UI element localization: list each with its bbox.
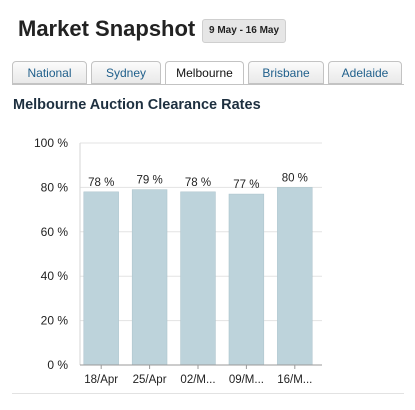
bar-chart: 0 % 20 % 40 % 60 % 80 % 100 % 78 % 18/Apr 79 % 25… <box>34 136 322 386</box>
y-tick-label: 20 % <box>41 314 69 328</box>
tab-national[interactable]: National <box>12 61 87 84</box>
x-tick-label: 16/M... <box>277 374 312 386</box>
y-tick-label: 0 % <box>47 358 68 372</box>
bar <box>180 191 216 366</box>
y-tick-label: 60 % <box>41 225 69 239</box>
data-label: 77 % <box>233 179 259 191</box>
bar <box>228 193 265 366</box>
chart-title: Melbourne Auction Clearance Rates <box>13 97 261 113</box>
x-tick-label: 25/Apr <box>133 374 167 386</box>
data-label: 80 % <box>282 172 308 184</box>
x-tick-label: 09/M... <box>229 374 264 386</box>
city-tabs: National Sydney Melbourne Brisbane Adela… <box>12 61 402 85</box>
tab-sydney[interactable]: Sydney <box>91 61 161 84</box>
tab-adelaide[interactable]: Adelaide <box>328 61 402 84</box>
x-tick-label: 02/M... <box>180 374 215 386</box>
bar <box>131 189 168 366</box>
data-label: 78 % <box>185 177 211 189</box>
y-tick-label: 100 % <box>34 136 68 150</box>
data-label: 78 % <box>88 177 114 189</box>
x-tick-label: 18/Apr <box>84 374 118 386</box>
bar <box>83 191 119 366</box>
tab-brisbane[interactable]: Brisbane <box>248 61 324 84</box>
data-label: 79 % <box>136 175 162 187</box>
tab-divider <box>12 84 404 85</box>
chart-container: 0 % 20 % 40 % 60 % 80 % 100 % 78 % 18/Apr 79 % 25… <box>0 120 415 400</box>
bottom-divider <box>12 393 404 394</box>
page-title: Market Snapshot <box>18 16 196 41</box>
date-range-badge: 9 May - 16 May <box>202 19 287 43</box>
bar <box>277 187 313 366</box>
y-tick-label: 80 % <box>41 180 69 194</box>
y-tick-label: 40 % <box>41 269 69 283</box>
tab-melbourne[interactable]: Melbourne <box>165 61 244 85</box>
